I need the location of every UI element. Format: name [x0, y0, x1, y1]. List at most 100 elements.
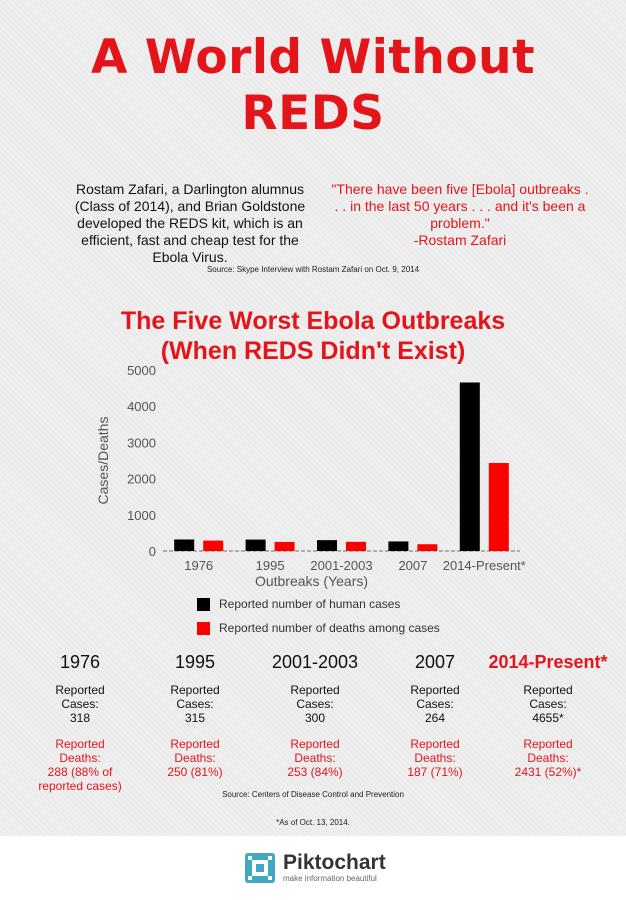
- stat-cases-line: Cases:: [296, 697, 334, 711]
- stat-deaths-line: Reported: [170, 737, 220, 751]
- brand-name: Piktochart: [283, 851, 386, 874]
- x-tick-label: 2014-Present*: [443, 558, 526, 573]
- y-axis-title: Cases/Deaths: [95, 417, 111, 505]
- stat-deaths-value: 2431 (52%)*: [514, 765, 582, 779]
- bar-deaths: [346, 541, 366, 551]
- bar-cases: [174, 539, 195, 551]
- stat-cases: Reported Cases: 4655*: [480, 683, 616, 725]
- stat-deaths: Reported Deaths: 187 (71%): [380, 737, 490, 779]
- main-title-line-2: REDS: [241, 86, 385, 141]
- y-tick-label: 0: [149, 544, 156, 559]
- stat-deaths-line: Reported: [55, 737, 105, 751]
- quote-text: "There have been five [Ebola] outbreaks …: [331, 181, 589, 231]
- stat-cases-line: Cases:: [176, 697, 214, 711]
- stat-cases-line: Cases:: [529, 697, 567, 711]
- stat-deaths-line: Reported: [290, 737, 340, 751]
- stat-year: 2007: [414, 652, 456, 672]
- stat-cases-line: Reported: [170, 683, 220, 697]
- footer: Piktochart make information beautiful: [0, 836, 626, 900]
- main-title: A World Without REDS: [0, 30, 626, 142]
- stat-cases-value: 315: [184, 711, 206, 725]
- stat-deaths-line: Reported: [523, 737, 573, 751]
- bar-deaths: [488, 462, 509, 551]
- stat-cases-line: Reported: [55, 683, 105, 697]
- stat-cases: Reported Cases: 315: [140, 683, 250, 725]
- main-title-line-1: A World Without: [90, 30, 536, 85]
- intro-paragraph: Rostam Zafari, a Darlington alumnus (Cla…: [74, 181, 306, 265]
- chart-legend: Reported number of human cases Reported …: [197, 592, 440, 640]
- stat-deaths-value: 288 (88% of: [47, 765, 113, 779]
- quote-attribution: -Rostam Zafari: [413, 232, 507, 248]
- stat-year: 2014-Present*: [488, 652, 608, 672]
- stat-column-1995: 1995 Reported Cases: 315 Reported Deaths…: [140, 652, 250, 779]
- stat-column-2007: 2007 Reported Cases: 264 Reported Deaths…: [380, 652, 490, 779]
- stat-cases-value: 318: [69, 711, 91, 725]
- y-tick-label: 2000: [127, 472, 156, 487]
- x-tick-label: 2007: [398, 558, 427, 573]
- stat-cases-line: Reported: [290, 683, 340, 697]
- bar-chart: 0 1000 2000 3000 4000 5000 1976 1995 2001-2003 20…: [95, 363, 526, 589]
- y-tick-label: 3000: [127, 435, 156, 450]
- interview-source: Source: Skype Interview with Rostam Zafa…: [206, 265, 420, 274]
- footnote: *As of Oct. 13, 2014.: [276, 818, 350, 827]
- chart-title-line-2: (When REDS Didn't Exist): [160, 337, 466, 365]
- piktochart-logo-icon: [245, 853, 275, 883]
- legend-swatch-cases: [197, 597, 210, 611]
- stat-deaths-line: Deaths:: [59, 751, 101, 765]
- data-source: Source: Centers of Disease Control and P…: [222, 790, 404, 799]
- quote-block: "There have been five [Ebola] outbreaks …: [330, 181, 590, 249]
- x-tick-label: 1976: [184, 558, 213, 573]
- bar-cases: [459, 382, 480, 551]
- stat-deaths-line: Deaths:: [174, 751, 216, 765]
- stat-cases-value: 300: [304, 711, 326, 725]
- bar-deaths: [274, 541, 295, 551]
- stat-deaths: Reported Deaths: 2431 (52%)*: [480, 737, 616, 779]
- x-tick-label: 1995: [256, 558, 285, 573]
- stat-cases-line: Reported: [523, 683, 573, 697]
- y-tick-label: 4000: [127, 399, 156, 414]
- stat-year: 1995: [174, 652, 216, 672]
- stat-year: 2001-2003: [271, 652, 359, 672]
- stat-deaths-line: Reported: [410, 737, 460, 751]
- legend-swatch-deaths: [197, 621, 210, 635]
- stat-year: 1976: [59, 652, 101, 672]
- bar-cases: [245, 539, 266, 551]
- stat-deaths-value: reported cases): [38, 779, 122, 793]
- brand[interactable]: Piktochart make information beautiful: [244, 852, 386, 884]
- stat-cases-line: Cases:: [61, 697, 99, 711]
- stat-cases: Reported Cases: 318: [20, 683, 140, 725]
- bar-deaths: [417, 544, 438, 551]
- stat-cases-value: 264: [424, 711, 446, 725]
- stat-deaths-line: Deaths:: [414, 751, 456, 765]
- stat-deaths: Reported Deaths: 288 (88% of reported ca…: [20, 737, 140, 793]
- stat-cases: Reported Cases: 264: [380, 683, 490, 725]
- y-tick-label: 1000: [127, 508, 156, 523]
- stat-deaths-line: Deaths:: [527, 751, 569, 765]
- brand-tagline: make information beautiful: [283, 874, 377, 883]
- stat-deaths: Reported Deaths: 250 (81%): [140, 737, 250, 779]
- stat-deaths-value: 253 (84%): [287, 765, 343, 779]
- y-tick-label: 5000: [127, 363, 156, 378]
- legend-item-cases: Reported number of human cases: [197, 592, 440, 616]
- stat-cases-line: Cases:: [416, 697, 454, 711]
- chart-title-line-1: The Five Worst Ebola Outbreaks: [120, 307, 506, 335]
- brand-text: Piktochart make information beautiful: [283, 852, 386, 884]
- bar-deaths: [203, 540, 224, 551]
- x-axis-title: Outbreaks (Years): [255, 573, 368, 589]
- stat-deaths-value: 250 (81%): [167, 765, 223, 779]
- stat-column-2001-2003: 2001-2003 Reported Cases: 300 Reported D…: [250, 652, 380, 779]
- stat-cases-value: 4655*: [532, 711, 564, 725]
- stat-deaths-line: Deaths:: [294, 751, 336, 765]
- bar-cases: [317, 540, 337, 551]
- legend-label-deaths: Reported number of deaths among cases: [219, 621, 440, 635]
- chart-title: The Five Worst Ebola Outbreaks (When RED…: [0, 306, 626, 366]
- stat-deaths: Reported Deaths: 253 (84%): [250, 737, 380, 779]
- legend-label-cases: Reported number of human cases: [219, 597, 401, 611]
- stat-column-2014-present: 2014-Present* Reported Cases: 4655* Repo…: [480, 652, 616, 779]
- stat-cases: Reported Cases: 300: [250, 683, 380, 725]
- legend-item-deaths: Reported number of deaths among cases: [197, 616, 440, 640]
- stat-column-1976: 1976 Reported Cases: 318 Reported Deaths…: [20, 652, 140, 793]
- bar-cases: [388, 541, 409, 551]
- x-tick-label: 2001-2003: [310, 558, 372, 573]
- stat-deaths-value: 187 (71%): [407, 765, 463, 779]
